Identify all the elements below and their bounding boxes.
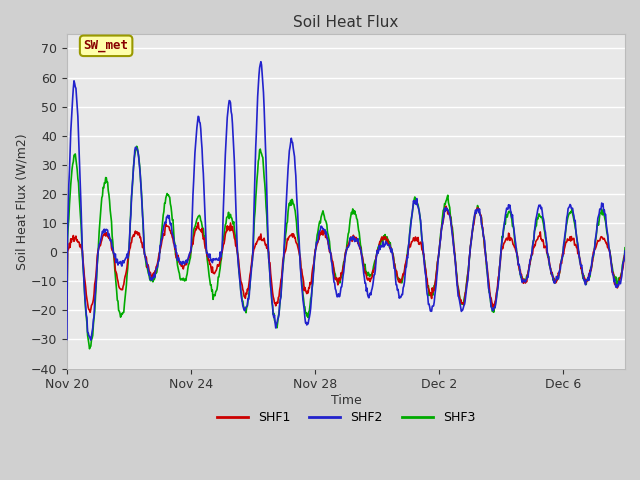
SHF1 [442,203,450,209]
Line: SHF2: SHF2 [67,62,625,340]
SHF3 [86,346,93,352]
Text: SW_met: SW_met [84,39,129,52]
SHF2 [621,248,629,254]
SHF3 [268,288,275,294]
SHF3 [83,320,91,326]
SHF2 [515,261,523,267]
SHF1 [296,255,304,261]
SHF1 [63,308,70,313]
SHF1 [86,310,94,315]
SHF2 [87,337,95,343]
Title: Soil Heat Flux: Soil Heat Flux [293,15,399,30]
SHF1 [380,235,388,241]
SHF3 [196,213,204,218]
Y-axis label: Soil Heat Flux (W/m2): Soil Heat Flux (W/m2) [15,133,28,270]
SHF1 [621,252,629,257]
SHF2 [195,114,203,120]
SHF2 [381,243,388,249]
SHF3 [297,271,305,276]
Line: SHF1: SHF1 [67,206,625,312]
SHF2 [257,59,265,65]
SHF2 [297,272,305,278]
Legend: SHF1, SHF2, SHF3: SHF1, SHF2, SHF3 [212,406,480,429]
SHF1 [195,226,203,231]
SHF3 [133,144,141,149]
SHF1 [267,270,275,276]
SHF3 [515,262,523,268]
SHF2 [83,315,91,321]
SHF1 [515,264,523,270]
SHF2 [268,289,275,295]
SHF3 [621,245,629,251]
X-axis label: Time: Time [331,394,362,407]
SHF3 [381,237,388,242]
SHF2 [63,336,70,342]
Line: SHF3: SHF3 [67,146,625,349]
SHF3 [63,342,70,348]
SHF1 [83,296,91,302]
